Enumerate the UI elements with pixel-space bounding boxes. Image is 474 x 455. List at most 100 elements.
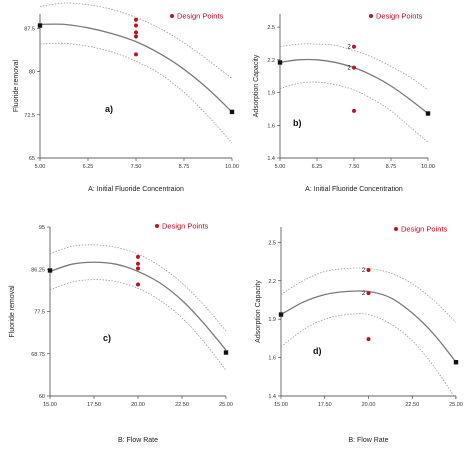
y-axis-title: Fluoride removal [9,285,16,338]
chart-panel-3: 15.00 17.50 20.00 22.50 25.00 60 68.75 77.5 86.2… [9,222,233,444]
legend-marker [369,14,373,18]
y-axis-title: Adsorption Capacity [255,280,262,343]
legend-label: Design Points [401,225,448,234]
x-tick-label: 25.00 [449,402,463,408]
y-tick-label: 2.5 [268,240,276,246]
y-tick-label: 87.5 [24,26,35,32]
lower-confidence-line [279,81,429,143]
x-tick-label: 8.75 [179,164,190,170]
design-point [136,282,140,287]
x-tick-label: 17.50 [87,402,101,408]
replicate-count-label: 2 [362,291,366,297]
x-tick-label: 7.50 [349,164,360,170]
y-tick-label: 95 [39,225,45,231]
y-tick-label: 68.75 [31,352,45,358]
design-point [366,291,371,296]
design-point-square [453,360,459,365]
upper-confidence-line [279,43,429,91]
legend-marker [155,224,159,228]
x-tick-label: 5.00 [35,164,46,170]
fitted-curve [49,261,227,351]
y-tick-label: 86.25 [31,267,45,273]
design-point [352,65,356,70]
y-tick-label: 80 [29,70,35,76]
fitted-curve [280,290,457,363]
y-tick-label: 1.4 [267,156,275,162]
y-tick-label: 1.6 [268,356,276,362]
design-point [136,261,140,266]
legend: Design Points [170,12,224,21]
x-tick-label: 22.50 [175,402,189,408]
x-tick-label: 5.00 [275,164,286,170]
legend-label: Design Points [177,12,224,21]
legend: Design Points [394,225,448,234]
x-tick-label: 8.75 [386,164,397,170]
design-point-square [278,312,284,317]
panel-label: c) [103,333,111,343]
fitted-curve [39,23,233,113]
upper-confidence-line [49,244,227,332]
design-point-square [425,111,431,116]
panel-label: a) [105,104,113,114]
x-tick-label: 7.50 [131,164,142,170]
replicate-count-label: 2 [347,45,351,51]
design-point [134,34,138,39]
legend-marker [170,14,174,18]
x-tick-label: 10.00 [421,164,435,170]
design-point [366,337,371,342]
x-tick-label: 10.00 [225,164,239,170]
design-point [352,44,356,49]
design-point-square [277,60,283,65]
legend: Design Points [369,12,423,21]
lower-confidence-line [39,42,233,144]
legend: Design Points [155,222,209,231]
chart-panel-2: 5.00 6.25 7.50 8.75 10.00 1.4 1.6 1.9 2.2 2.5 A: I… [253,12,435,193]
y-tick-label: 1.9 [268,317,276,323]
chart-panel-4: 15.00 17.50 20.00 22.50 25.00 1.4 1.6 1.9 2.2 2.5… [255,225,463,444]
y-tick-label: 65 [29,156,35,162]
x-tick-label: 15.00 [43,402,57,408]
x-axis-title: A: Initial Fluoride Concentraion [88,186,184,193]
x-tick-label: 6.25 [83,164,94,170]
replicate-count-label: 2 [362,268,366,274]
y-tick-label: 72.5 [24,113,35,119]
design-point [134,23,138,28]
y-axis-title: Adsorption Capacity [253,54,260,117]
design-point [134,30,138,35]
upper-confidence-line [280,267,457,323]
x-axis-title: A: Initial Fluoride Concentration [305,186,403,193]
panel-label: b) [293,118,302,128]
x-axis-title: B: Flow Rate [118,437,158,444]
lower-confidence-line [280,313,457,400]
x-tick-label: 25.00 [219,402,233,408]
upper-confidence-line [39,2,233,79]
design-point-square [229,109,235,115]
x-tick-label: 15.00 [274,402,288,408]
design-point [136,254,140,259]
design-point [136,266,140,271]
legend-marker [394,227,398,231]
y-tick-label: 60 [39,394,45,400]
panel-label: d) [313,346,322,356]
design-point [134,17,138,22]
design-point [352,108,356,113]
y-tick-label: 77.5 [34,310,45,316]
y-tick-label: 2.5 [267,25,275,31]
y-tick-label: 2.2 [268,279,276,285]
design-point-square [223,350,229,355]
y-axis-title: Fluoride removal [13,59,20,112]
x-tick-label: 17.50 [318,402,332,408]
chart-panel-1: 5.00 6.25 7.50 8.75 10.00 65 72.5 80 87.5 A: Init… [13,2,239,193]
legend-label: Design Points [162,222,209,231]
y-tick-label: 1.6 [267,123,275,129]
x-axis-title: B: Flow Rate [348,437,388,444]
lower-confidence-line [49,279,227,371]
y-tick-label: 1.9 [267,91,275,97]
x-tick-label: 20.00 [131,402,145,408]
x-tick-label: 6.25 [312,164,323,170]
x-tick-label: 22.50 [405,402,419,408]
legend-label: Design Points [376,12,423,21]
design-point [366,268,371,273]
x-tick-label: 20.00 [362,402,376,408]
